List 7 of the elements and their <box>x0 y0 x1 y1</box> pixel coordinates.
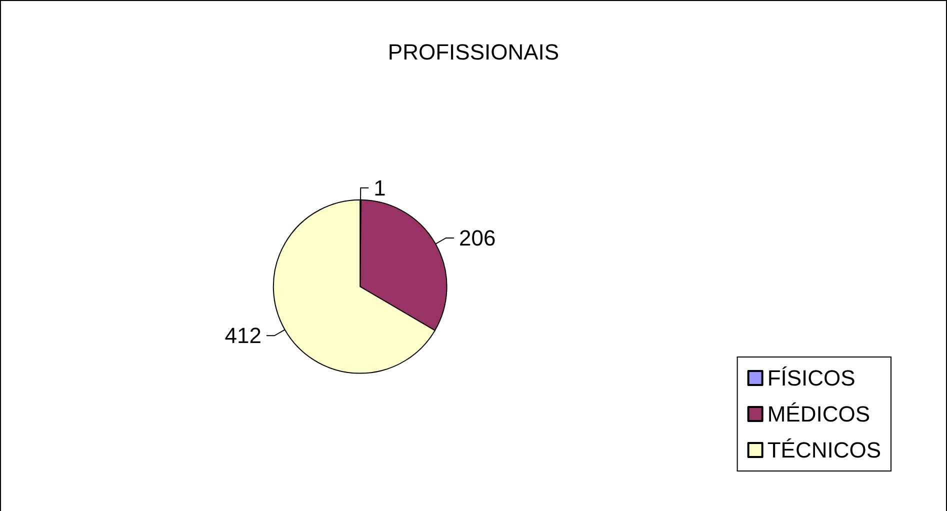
legend-label: TÉCNICOS <box>767 438 882 462</box>
data-label: 206 <box>458 225 496 250</box>
data-label: 412 <box>224 323 262 348</box>
legend-label: MÉDICOS <box>767 402 870 426</box>
legend-label: FÍSICOS <box>767 366 856 390</box>
chart-title: PROFISSIONAIS <box>388 40 560 64</box>
data-label: 1 <box>374 175 386 200</box>
